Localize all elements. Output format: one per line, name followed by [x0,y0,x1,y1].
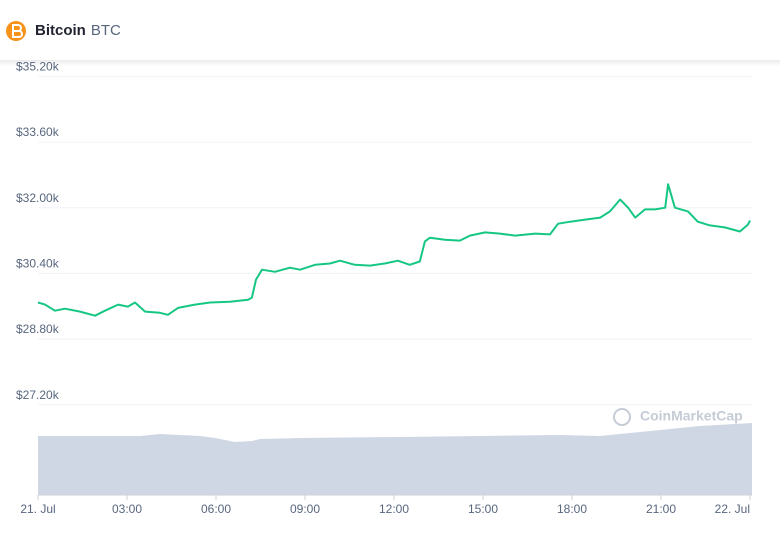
x-tick-label: 15:00 [468,502,498,516]
x-tick-label: 18:00 [557,502,587,516]
price-line [37,183,751,317]
y-tick-label: $33.60k [16,125,60,139]
x-tick-label: 09:00 [290,502,320,516]
x-tick-label: 06:00 [201,502,231,516]
x-tick-label: 22. Jul [715,502,750,516]
coin-glyph [12,24,23,38]
watermark: CoinMarketCap [640,408,743,424]
watermark-icon [613,408,631,426]
x-tick-label: 12:00 [379,502,409,516]
y-tick-label: $32.00k [16,191,60,205]
y-tick-label: $28.80k [16,322,60,336]
coin-name: Bitcoin BTC [35,22,121,39]
y-tick-label: $35.20k [16,60,60,74]
y-tick-label: $30.40k [16,257,60,271]
x-tick-label: 21. Jul [20,502,55,516]
x-tick-label: 21:00 [646,502,676,516]
x-tick-label: 03:00 [112,502,142,516]
volume-area [38,423,752,495]
header-shadow [0,60,780,66]
y-tick-label: $27.20k [16,388,60,402]
